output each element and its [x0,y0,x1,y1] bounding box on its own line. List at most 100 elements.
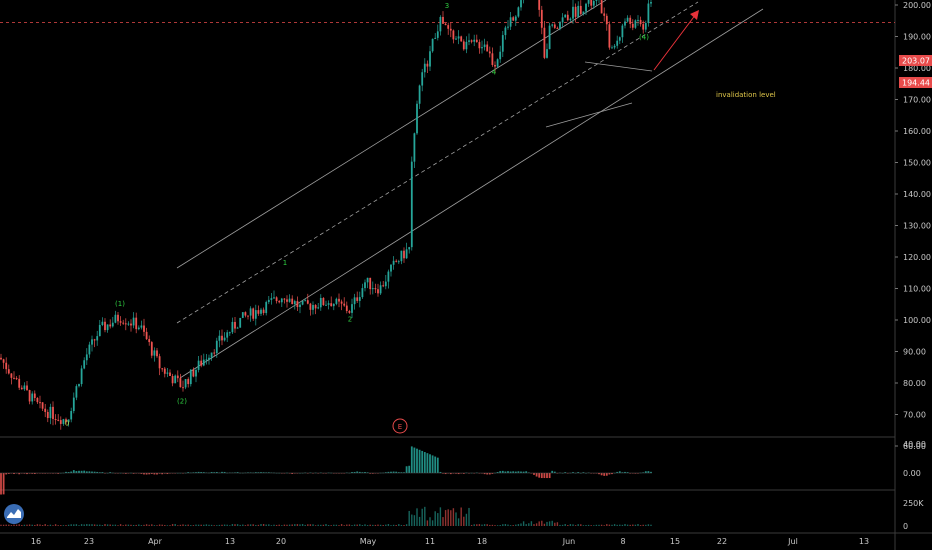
candle-body [171,376,174,384]
volume-bar [223,524,226,526]
volume-bar [639,525,642,526]
candle-body [262,309,265,314]
svg-text:203.07: 203.07 [902,57,930,66]
volume-bar [67,524,70,526]
candle-body [226,332,229,338]
candle-body [299,304,301,308]
candle-body [15,378,18,380]
osc-bar [223,471,226,473]
osc-bar [603,473,606,476]
volume-bar [34,524,36,526]
osc-bar [187,472,190,473]
earnings-event-marker[interactable]: E [392,418,408,434]
volume-bar [629,524,631,526]
candle-body [270,298,273,300]
candle-body [475,39,478,43]
invalidation-price-tag: 194.44 [899,77,932,88]
candle-body [405,249,408,259]
x-tick-label: Jul [787,537,798,546]
volume-bar [543,523,546,526]
candle-body [75,386,78,398]
candle-body [613,45,616,48]
candle-body [135,317,138,330]
candle-body [449,28,452,31]
candle-body [491,53,494,65]
volume-bar [140,525,143,526]
volume-bar [595,524,598,526]
candle-body [460,36,463,42]
candle-body [306,300,309,304]
y-axis[interactable]: 60.00 70.00 80.00 90.00 100.00 110.00 120.00 13… [895,0,931,531]
volume-bar [385,524,387,526]
candle-body [356,297,359,301]
y-tick-label: 120.00 [903,253,931,262]
vol-tick-label: 250K [903,499,924,508]
candle-body [618,37,621,41]
candle-body [41,402,44,409]
volume-bar [236,524,239,526]
osc-bar [153,473,156,475]
osc-bar [650,471,652,473]
candle-body [483,44,486,48]
osc-bar [431,455,434,473]
osc-bar [538,473,541,478]
volume-bar [18,524,20,526]
volume-bar [598,524,600,526]
volume-bar [21,524,23,526]
candle-body [642,24,645,30]
volume-bar [210,524,213,526]
candle-body [538,0,541,10]
volume-bar [424,506,426,526]
volume-bar [164,524,166,526]
candle-body [325,304,327,306]
candle-body [65,419,67,423]
candle-body [176,375,179,379]
candle-body [574,6,577,17]
volume-bar [31,524,33,526]
volume-bar [234,524,236,526]
candle-body [486,44,489,52]
osc-bar [504,471,507,473]
osc-bar [491,473,494,474]
candle-body [447,25,450,29]
candle-body [514,16,517,21]
volume-bar [242,524,244,526]
volume-bar [190,525,192,526]
volume-bar [0,524,2,526]
candle-body [106,324,109,331]
candle-body [600,0,603,14]
volume-bar [44,524,46,526]
x-axis[interactable]: 16 23 Apr 13 20 May 11 18 Jun 8 15 22 Jul 13 [31,537,869,546]
volume-bar [494,525,496,526]
osc-bar [236,472,239,473]
tradingview-logo[interactable] [4,504,24,524]
volume-bar [395,524,397,526]
x-tick-label: 22 [717,537,727,546]
osc-bar [195,472,197,473]
candle-body [234,321,236,329]
volume-bar [2,524,5,526]
candle-body [418,85,421,104]
osc-bar [517,471,520,473]
osc-bar [163,473,166,474]
osc-bar [145,473,148,475]
candle-body [10,373,13,378]
candle-body [28,390,31,402]
candle-body [278,301,281,303]
osc-bar [140,473,143,474]
volume-bar [249,524,252,526]
candle-body [629,17,632,24]
volume-bar [603,525,605,526]
volume-bar [294,524,296,526]
candle-body [72,397,75,412]
candle-body [62,419,65,424]
candle-body [210,352,213,358]
volume-bar [91,524,93,526]
candle-body [20,387,23,390]
volume-bar [86,524,88,526]
osc-bar [161,473,164,475]
osc-bar [96,471,99,473]
volume-bar [262,523,265,526]
volume-bar [442,517,444,526]
